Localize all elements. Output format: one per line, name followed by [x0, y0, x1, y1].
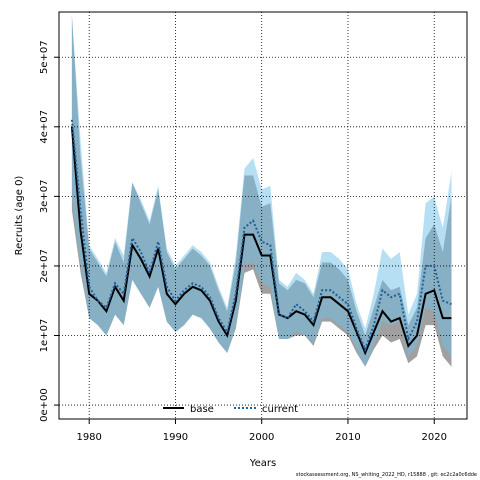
x-axis-label: Years [249, 458, 276, 469]
x-tick-label: 2010 [335, 432, 360, 443]
legend: base current [163, 404, 298, 415]
legend-label-base: base [190, 404, 214, 415]
x-tick-label: 1980 [76, 432, 101, 443]
axes: 1980 1990 2000 2010 2020 0e+00 1e+07 2e+07 3e+07… [39, 40, 447, 443]
y-tick-label: 3e+07 [39, 180, 50, 214]
x-tick-label: 2020 [421, 432, 446, 443]
footer-credit: stockassessment.org, NS_whiting_2022_HD,… [295, 472, 477, 478]
uncertainty-bands [71, 15, 452, 367]
band-current [71, 15, 452, 367]
x-tick-label: 2000 [249, 432, 274, 443]
series-lines [70, 119, 452, 356]
y-tick-label: 4e+07 [39, 110, 50, 144]
y-tick-label: 5e+07 [39, 40, 50, 74]
plot-frame [58, 11, 468, 420]
y-tick-label: 2e+07 [39, 249, 50, 283]
series-line-current [70, 119, 452, 353]
x-tick-label: 1990 [163, 432, 188, 443]
legend-label-current: current [262, 404, 298, 415]
grid-lines [59, 12, 467, 419]
y-axis-label: Recruits (age 0) [14, 176, 25, 256]
y-tick-label: 0e+00 [39, 388, 50, 422]
series-line-base [70, 126, 452, 356]
y-tick-label: 1e+07 [39, 319, 50, 353]
